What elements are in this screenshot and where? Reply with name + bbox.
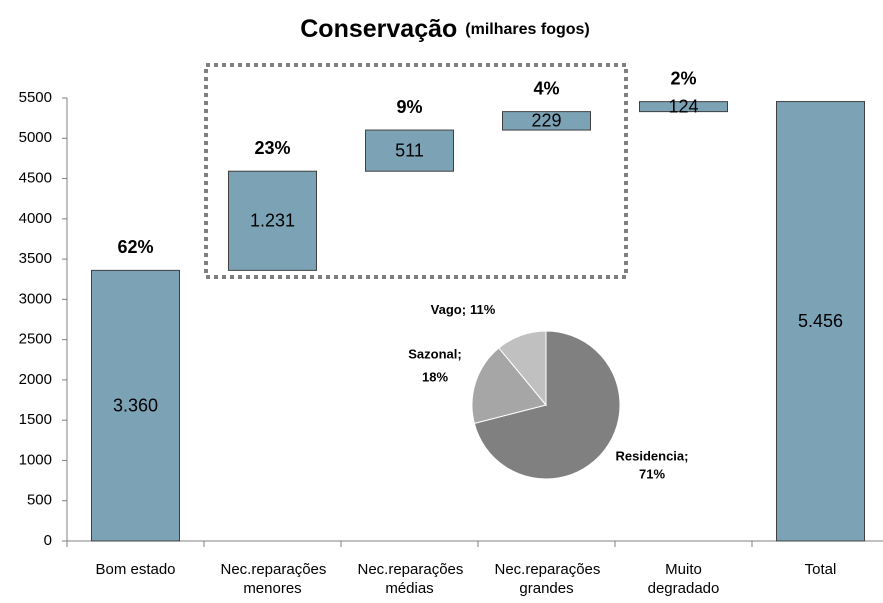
bar	[639, 101, 728, 113]
percent-label: 4%	[533, 78, 559, 98]
value-label: 3.360	[113, 395, 158, 415]
percent-label: 62%	[117, 237, 153, 257]
y-tick-label: 1500	[19, 411, 52, 428]
value-label: 124	[668, 96, 698, 116]
percent-label: 9%	[396, 97, 422, 117]
value-label: 5.456	[798, 311, 843, 331]
pie-label: Vago; 11%	[431, 302, 496, 317]
x-tick-label: Nec.reparações grandes	[494, 561, 601, 597]
highlight-box	[204, 63, 628, 279]
y-tick-label: 500	[27, 492, 52, 509]
bar	[365, 129, 454, 172]
y-tick-label: 2000	[19, 371, 52, 388]
subtitle: (milhares fogos)	[465, 21, 589, 38]
pie-category: Sazonal;	[408, 346, 461, 361]
title: Conservação	[300, 15, 457, 43]
y-tick-label: 3500	[19, 250, 52, 267]
x-tick-label: Muito degradado	[647, 561, 720, 597]
x-tick-label: Bom estado	[95, 561, 176, 578]
y-tick-label: 0	[44, 532, 52, 549]
pie-value-label: 71%	[639, 466, 665, 481]
pie-slice	[473, 330, 621, 480]
percent-label: 2%	[670, 68, 696, 88]
y-tick-label: 5500	[19, 89, 52, 106]
pie-value-label: 11%	[470, 302, 496, 317]
x-tick-label: Nec.reparações médias	[357, 561, 464, 597]
value-label: 511	[395, 140, 424, 160]
value-label: 229	[531, 111, 561, 131]
y-tick-label: 2500	[19, 331, 52, 348]
bar	[228, 170, 317, 271]
bar	[776, 101, 865, 542]
y-tick-label: 4500	[19, 170, 52, 187]
pie-category: Vago;	[431, 302, 466, 317]
percent-label: 23%	[254, 138, 290, 158]
x-tick-label: Total	[804, 561, 837, 578]
y-tick-label: 1000	[19, 451, 52, 468]
y-tick-label: 3000	[19, 290, 52, 307]
bar	[91, 269, 180, 542]
pie-value-label: 18%	[422, 369, 448, 384]
value-label: 1.231	[250, 211, 295, 231]
pie-slice	[471, 347, 547, 425]
pie-slice	[498, 330, 547, 407]
bar	[502, 111, 591, 131]
x-tick-label: Nec.reparações menores	[220, 561, 327, 597]
pie-category: Residencia;	[616, 448, 689, 463]
chart-title: Conservação (milhares fogos)	[300, 15, 590, 43]
y-tick-label: 5000	[19, 129, 52, 146]
y-tick-label: 4000	[19, 210, 52, 227]
